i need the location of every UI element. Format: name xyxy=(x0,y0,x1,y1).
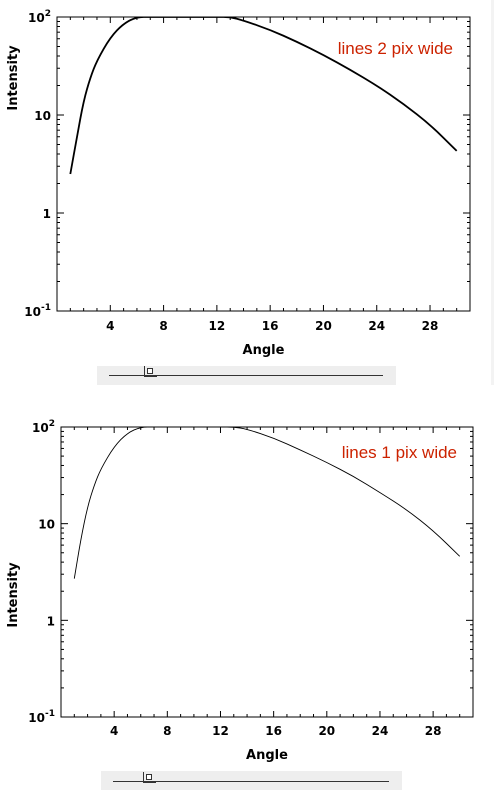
slider-thumb[interactable] xyxy=(144,366,158,377)
x-tick-label: 4 xyxy=(110,724,118,738)
plot-frame xyxy=(60,426,474,718)
y-axis-label: Intensity xyxy=(6,562,21,628)
x-axis-label: Angle xyxy=(243,343,285,358)
slider-track xyxy=(113,781,389,782)
y-tick-label: 10-1 xyxy=(24,303,51,319)
y-tick-label: 1 xyxy=(43,207,51,221)
slider-track xyxy=(109,375,383,376)
y-tick-label: 10-1 xyxy=(28,709,55,725)
x-tick-label: 24 xyxy=(368,319,385,333)
x-tick-label: 8 xyxy=(159,319,167,333)
x-tick-label: 16 xyxy=(265,724,282,738)
panel-divider xyxy=(491,0,494,385)
chart-line-2px: 4 8 12 16 20 24 28 10-1 1 10 102 Intensity Angle line… xyxy=(6,9,471,358)
plot-frame xyxy=(56,16,471,312)
x-tick-label: 20 xyxy=(318,724,335,738)
y-tick-label: 102 xyxy=(28,9,51,25)
y-tick-label: 1 xyxy=(47,614,55,628)
x-tick-label: 28 xyxy=(425,724,442,738)
line-width-annotation: lines 1 pix wide xyxy=(342,443,457,462)
slider-panel-1 xyxy=(97,366,396,385)
y-tick-label: 10 xyxy=(38,518,55,532)
y-tick-label: 102 xyxy=(32,419,55,435)
x-axis-label: Angle xyxy=(246,748,288,763)
series-line xyxy=(73,427,461,579)
slider-thumb[interactable] xyxy=(142,772,156,783)
y-axis-label: Intensity xyxy=(6,45,21,111)
x-tick-label: 8 xyxy=(163,724,171,738)
slider-thumb-grip[interactable] xyxy=(145,774,152,780)
slider-panel-2 xyxy=(101,771,402,790)
x-tick-label: 24 xyxy=(372,724,389,738)
line-width-annotation: lines 2 pix wide xyxy=(338,39,453,58)
x-tick-label: 12 xyxy=(209,319,226,333)
x-tick-label: 4 xyxy=(106,319,114,333)
x-tick-label: 28 xyxy=(422,319,439,333)
slider-thumb-grip[interactable] xyxy=(147,368,154,374)
x-tick-label: 20 xyxy=(315,319,332,333)
series-line xyxy=(69,17,458,175)
chart-line-1px: 4 8 12 16 20 24 28 10-1 1 10 102 Intensity Angle line… xyxy=(6,419,474,763)
x-tick-label: 16 xyxy=(262,319,279,333)
x-tick-label: 12 xyxy=(212,724,229,738)
y-tick-label: 10 xyxy=(34,109,51,123)
